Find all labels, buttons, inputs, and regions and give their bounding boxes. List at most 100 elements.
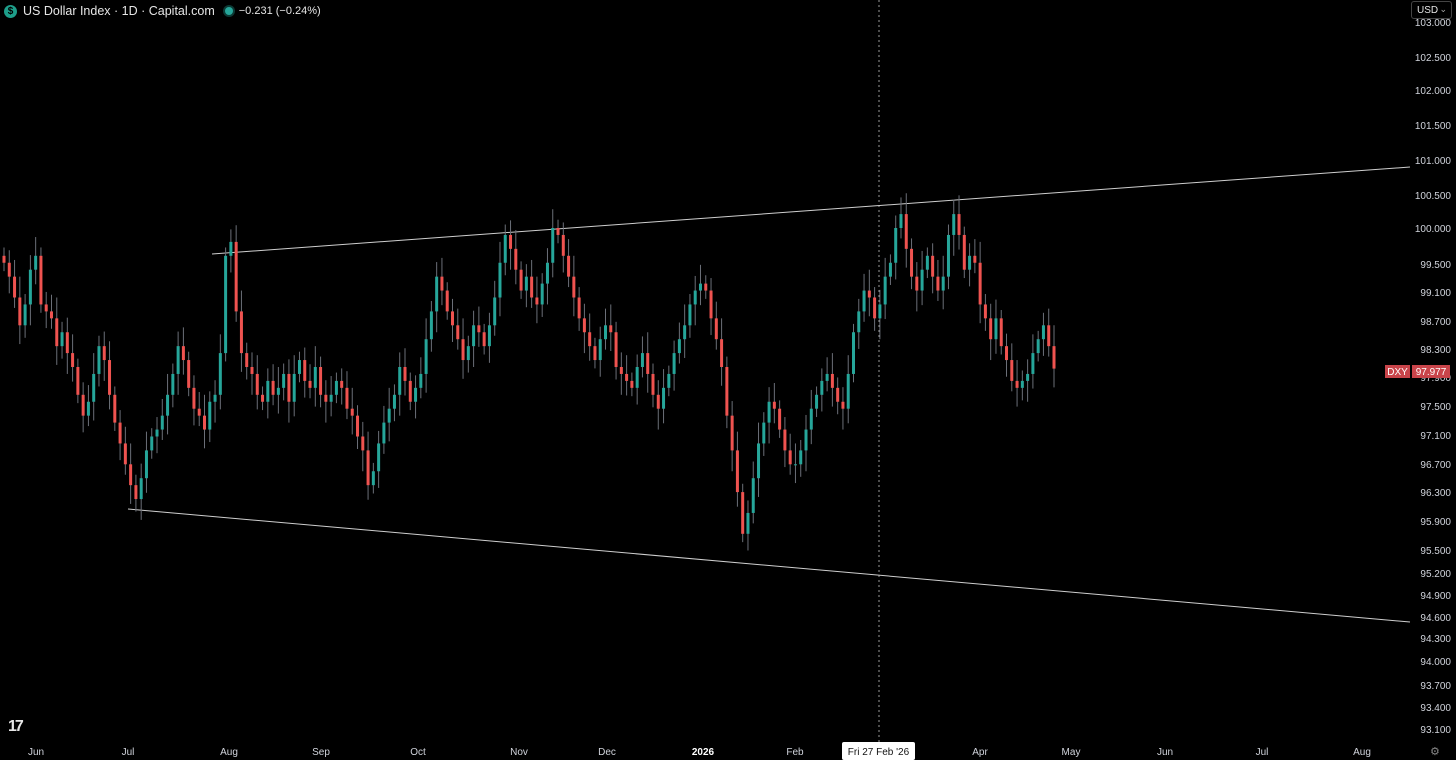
- price-text: 97.977: [1416, 367, 1447, 378]
- candle-body: [709, 290, 713, 319]
- last-price-label: DXY 97.977: [1385, 365, 1450, 378]
- currency-value: USD: [1417, 4, 1439, 16]
- candle-body: [1031, 353, 1035, 374]
- candle-body: [920, 269, 924, 291]
- candle-body: [509, 234, 513, 249]
- dollar-logo-icon: $: [4, 4, 17, 18]
- candle-body: [793, 464, 797, 466]
- candle-body: [60, 332, 64, 347]
- time-axis[interactable]: JunJulAugSepOctNovDec2026FebMarAprMayJun…: [28, 747, 1371, 758]
- price-tick-label: 102.000: [1415, 86, 1452, 97]
- candle-body: [693, 290, 697, 305]
- candle-body: [224, 255, 228, 354]
- candle-body: [282, 373, 286, 388]
- time-tick-label: Apr: [972, 747, 988, 758]
- candle-body: [1015, 380, 1019, 388]
- candle-body: [588, 332, 592, 347]
- candle-body: [39, 255, 43, 305]
- price-axis[interactable]: 103.000 102.500 102.000 101.500 101.000 100.5…: [1415, 18, 1452, 736]
- candle-body: [266, 380, 270, 402]
- price-tick-label: 93.400: [1420, 703, 1451, 714]
- candle-body: [551, 228, 555, 263]
- candle-body: [915, 276, 919, 291]
- currency-selector[interactable]: USD ⌄: [1411, 1, 1452, 19]
- price-tick-label: 101.000: [1415, 156, 1452, 167]
- candle-body: [857, 311, 861, 333]
- candle-body: [936, 276, 940, 291]
- price-tick-label: 95.200: [1420, 569, 1451, 580]
- candle-body: [340, 380, 344, 388]
- crosshair-date-text: Fri 27 Feb '26: [848, 747, 910, 758]
- candle-body: [841, 401, 845, 409]
- candle-body: [208, 401, 212, 430]
- candle-body: [809, 408, 813, 430]
- candle-body: [81, 394, 85, 416]
- candle-body: [414, 387, 418, 402]
- symbol-title[interactable]: US Dollar Index · 1D · Capital.com: [23, 4, 215, 18]
- candle-body: [925, 255, 929, 270]
- time-tick-label: Jun: [1157, 747, 1173, 758]
- time-tick-label: Jul: [122, 747, 135, 758]
- candle-body: [772, 401, 776, 409]
- tradingview-logo-icon[interactable]: 17: [8, 718, 24, 735]
- candle-body: [493, 297, 497, 326]
- time-tick-label: Jul: [1256, 747, 1269, 758]
- candle-body: [197, 408, 201, 416]
- candles-group: [2, 193, 1056, 551]
- candle-body: [556, 228, 560, 235]
- time-tick-label: 2026: [692, 747, 715, 758]
- candle-body: [1010, 360, 1014, 381]
- price-tick-label: 93.100: [1420, 725, 1451, 736]
- price-tick-label: 95.900: [1420, 517, 1451, 528]
- price-tick-label: 101.500: [1415, 121, 1452, 132]
- price-tick-label: 97.500: [1420, 402, 1451, 413]
- candle-body: [366, 450, 370, 486]
- price-tick-label: 100.000: [1415, 224, 1452, 235]
- candle-body: [815, 394, 819, 409]
- price-tick-label: 96.300: [1420, 488, 1451, 499]
- candle-body: [910, 248, 914, 277]
- candle-body: [735, 450, 739, 493]
- candle-body: [7, 262, 11, 277]
- candle-body: [55, 318, 59, 347]
- lower-channel-trendline[interactable]: [127, 508, 1411, 623]
- candle-body: [851, 332, 855, 374]
- candle-body: [846, 373, 850, 409]
- candle-body: [788, 450, 792, 465]
- candle-body: [614, 332, 618, 367]
- candle-body: [139, 478, 143, 500]
- candle-body: [424, 339, 428, 374]
- candle-body: [672, 353, 676, 374]
- candle-body: [883, 276, 887, 305]
- symbol-text: DXY: [1387, 367, 1408, 378]
- candle-body: [1036, 339, 1040, 354]
- price-tick-label: 99.500: [1420, 260, 1451, 271]
- gear-icon[interactable]: ⚙: [1430, 746, 1440, 758]
- candle-body: [450, 311, 454, 326]
- candle-body: [456, 325, 460, 340]
- candle-body: [166, 394, 170, 416]
- candle-body: [2, 255, 6, 263]
- crosshair-date-label: Fri 27 Feb '26: [842, 742, 915, 760]
- candle-body: [862, 290, 866, 312]
- price-tick-label: 103.000: [1415, 18, 1452, 29]
- candle-body: [429, 311, 433, 340]
- candle-body: [239, 311, 243, 354]
- candle-body: [1026, 373, 1030, 381]
- price-tick-label: 98.700: [1420, 317, 1451, 328]
- upper-channel-trendline[interactable]: [211, 166, 1411, 255]
- candle-body: [667, 373, 671, 388]
- candle-body: [129, 464, 133, 486]
- candle-body: [387, 408, 391, 423]
- candle-body: [472, 325, 476, 347]
- candle-body: [836, 387, 840, 402]
- candle-body: [150, 436, 154, 451]
- candle-body: [398, 367, 402, 395]
- candle-body: [730, 415, 734, 451]
- candle-body: [714, 318, 718, 340]
- candle-body: [904, 214, 908, 249]
- candle-body: [677, 339, 681, 354]
- candle-body: [746, 512, 750, 534]
- candle-body: [625, 373, 629, 381]
